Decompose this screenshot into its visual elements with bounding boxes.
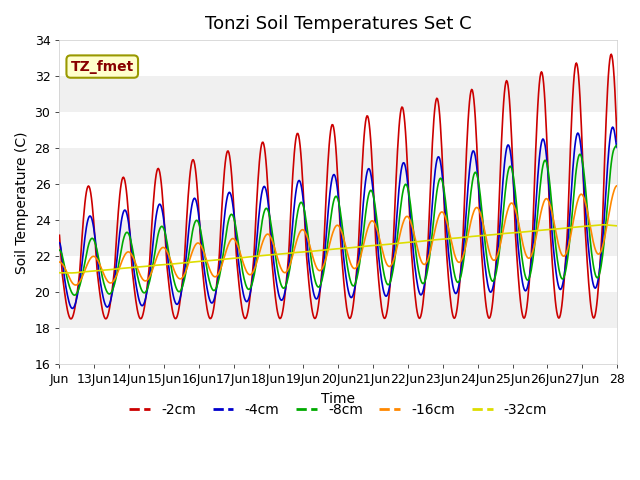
Bar [60, 292, 617, 328]
Bar [60, 184, 617, 220]
Y-axis label: Soil Temperature (C): Soil Temperature (C) [15, 131, 29, 274]
Bar [60, 112, 617, 148]
Bar [60, 256, 617, 292]
Bar [60, 76, 617, 112]
Bar [60, 40, 617, 76]
Text: TZ_fmet: TZ_fmet [70, 60, 134, 73]
Bar [60, 328, 617, 364]
X-axis label: Time: Time [321, 392, 355, 406]
Legend: -2cm, -4cm, -8cm, -16cm, -32cm: -2cm, -4cm, -8cm, -16cm, -32cm [124, 397, 553, 422]
Title: Tonzi Soil Temperatures Set C: Tonzi Soil Temperatures Set C [205, 15, 472, 33]
Bar [60, 220, 617, 256]
Bar [60, 148, 617, 184]
